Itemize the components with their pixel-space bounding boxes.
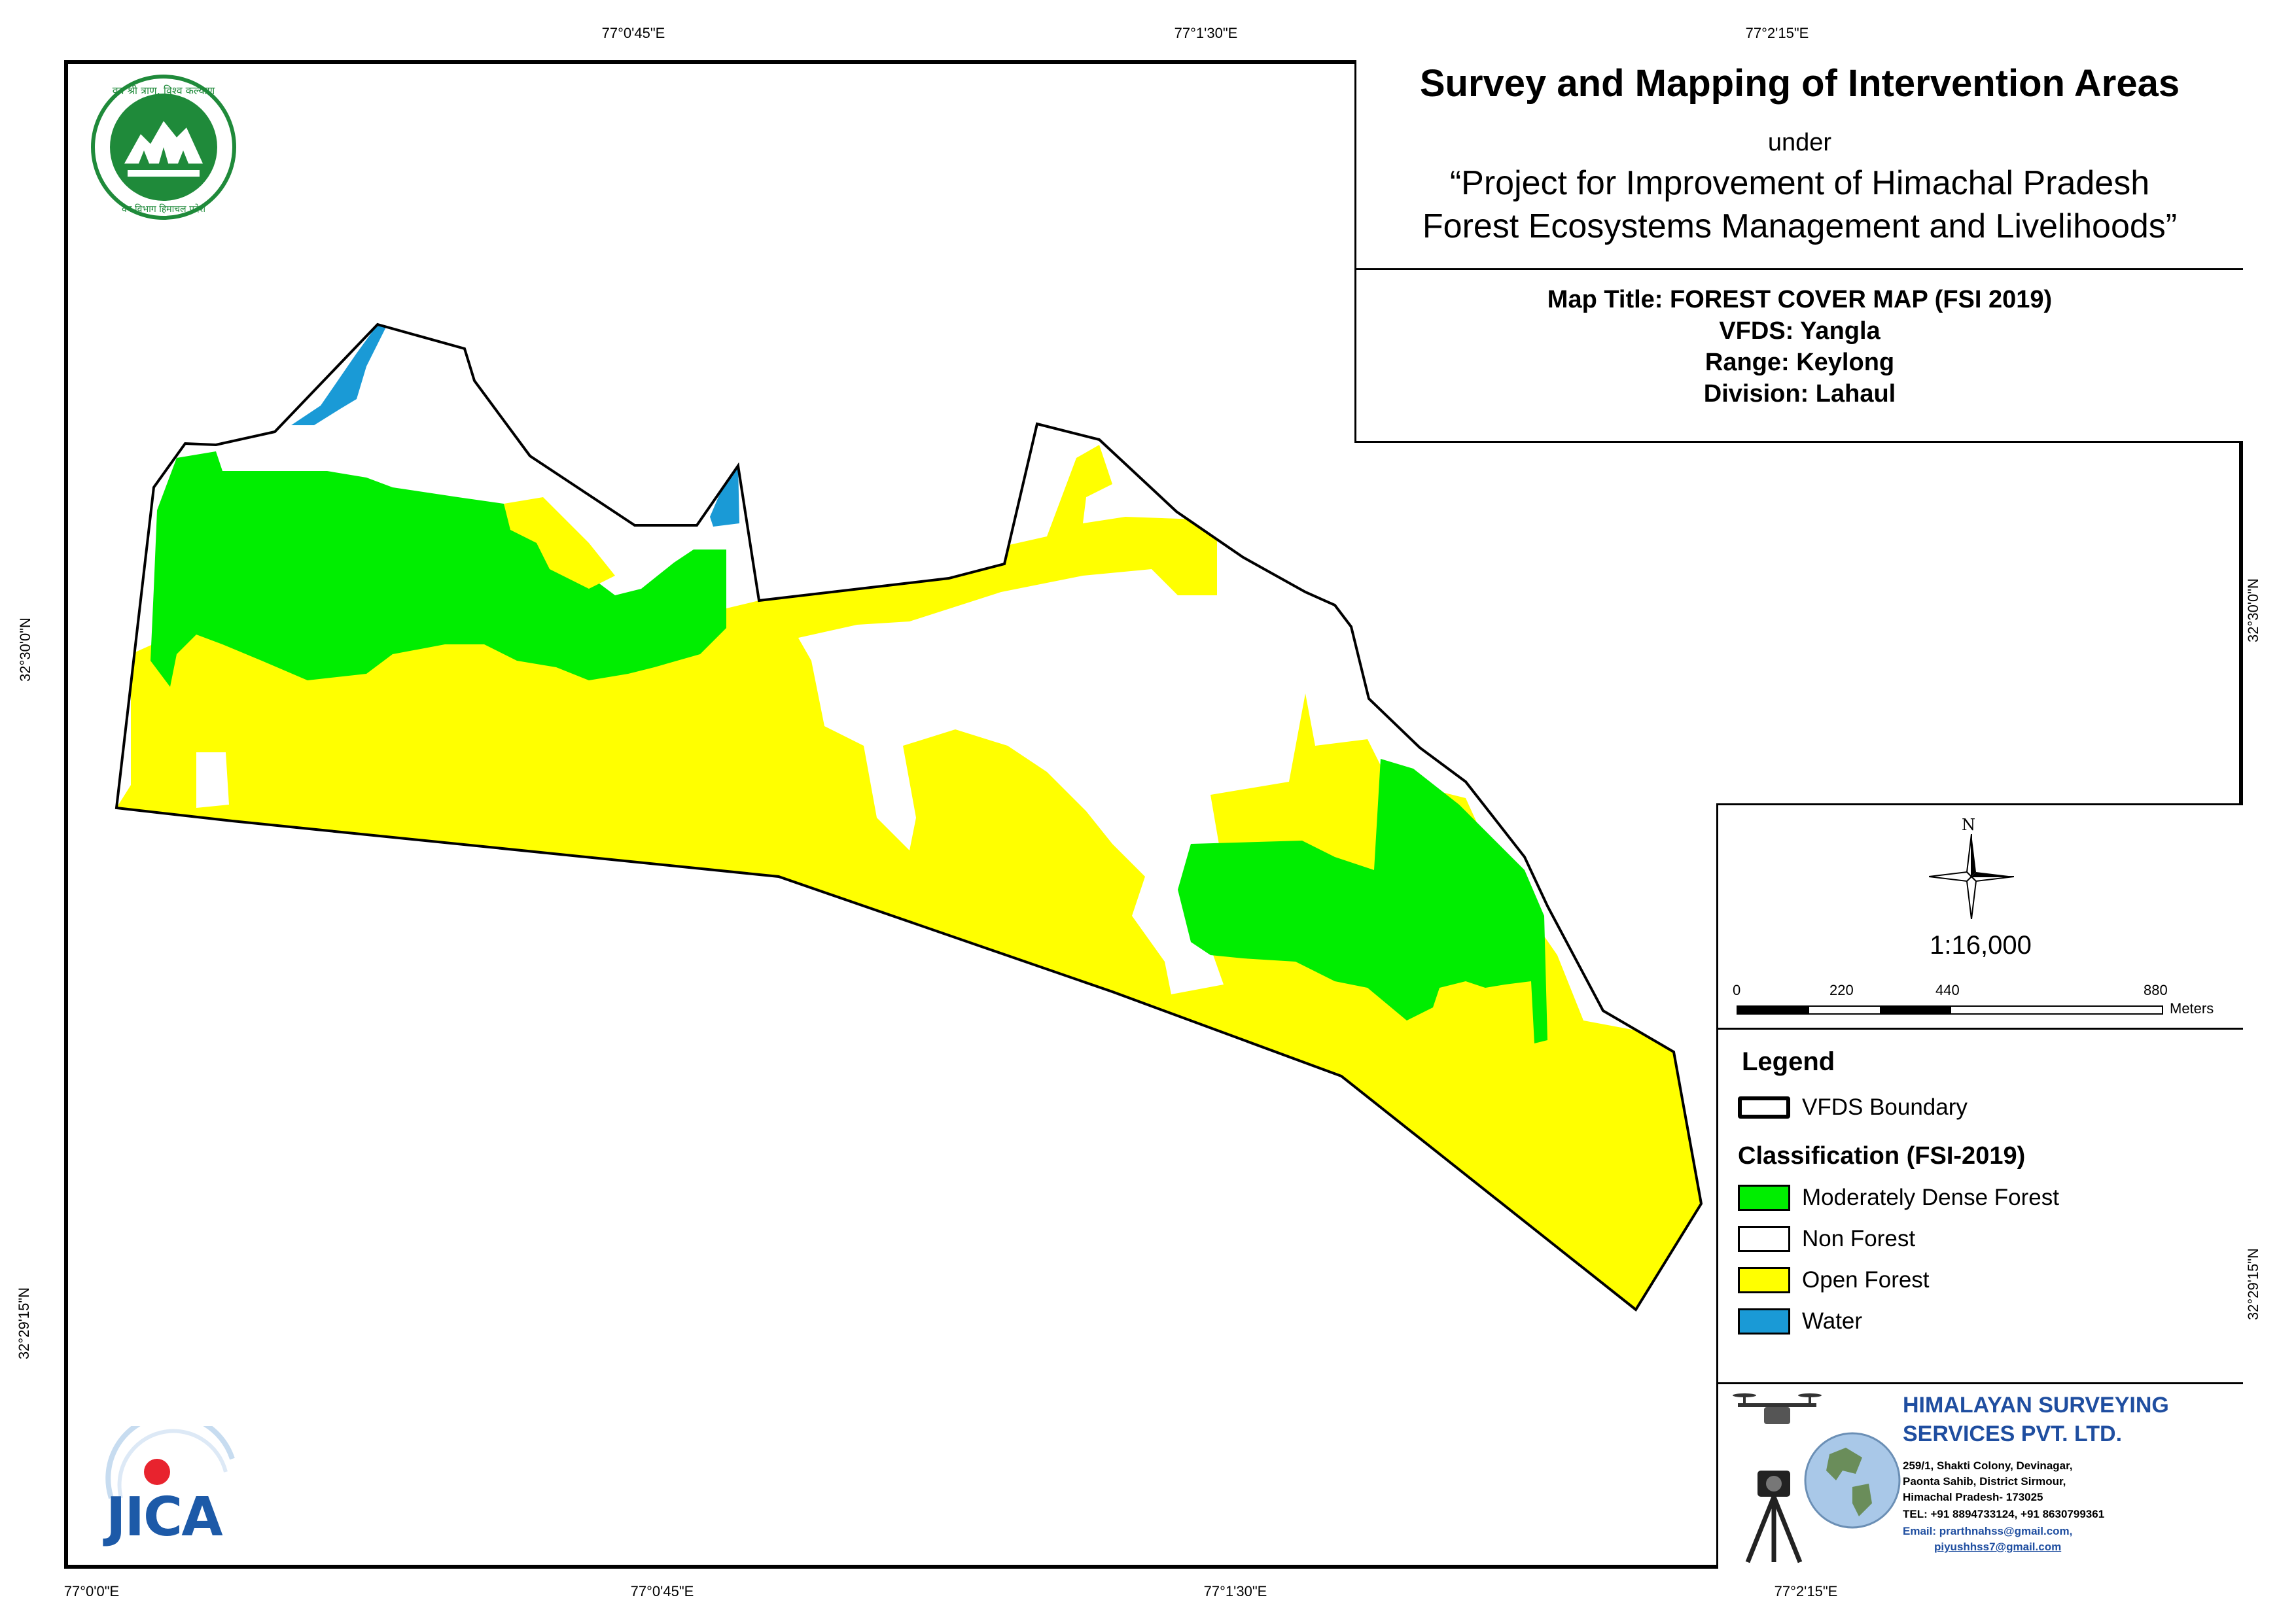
company-email-2[interactable]: piyushhss7@gmail.com bbox=[1934, 1541, 2062, 1553]
tick-top-3: 77°2'15"E bbox=[1745, 25, 1809, 41]
scale-label-0: 0 bbox=[1733, 982, 1741, 998]
main-title: Survey and Mapping of Intervention Areas bbox=[1419, 62, 2180, 105]
map-title: Map Title: FOREST COVER MAP (FSI 2019) bbox=[1547, 286, 2053, 313]
company-address-1: 259/1, Shakti Colony, Devinagar, bbox=[1903, 1459, 2073, 1472]
classification-title: Classification (FSI-2019) bbox=[1738, 1142, 2026, 1170]
tick-bottom-1: 77°0'0"E bbox=[63, 1583, 120, 1599]
company-email-1[interactable]: Email: prarthnahss@gmail.com, bbox=[1903, 1525, 2073, 1537]
company-address-2: Paonta Sahib, District Sirmour, bbox=[1903, 1475, 2066, 1488]
company-address-3: Himachal Pradesh- 173025 bbox=[1903, 1491, 2043, 1503]
open-forest-label: Open Forest bbox=[1802, 1267, 1930, 1293]
non-forest-label: Non Forest bbox=[1802, 1226, 1916, 1251]
scale-label-440: 440 bbox=[1935, 982, 1960, 998]
north-label: N bbox=[1962, 816, 1975, 834]
title-block: Survey and Mapping of Intervention Areas… bbox=[1354, 60, 2243, 443]
scale-ratio: 1:16,000 bbox=[1930, 931, 2032, 960]
range-name: Range: Keylong bbox=[1704, 349, 1895, 376]
water-area bbox=[710, 466, 739, 527]
scale-label-220: 220 bbox=[1829, 982, 1854, 998]
legend-title: Legend bbox=[1742, 1047, 1835, 1076]
scale-bar bbox=[1737, 1005, 2163, 1015]
legend-divider bbox=[1718, 1028, 2243, 1030]
company-divider bbox=[1718, 1382, 2243, 1384]
vfds-boundary-label: VFDS Boundary bbox=[1802, 1094, 1968, 1120]
moderately-dense-area-east bbox=[1178, 759, 1547, 1043]
tick-bottom-3: 77°1'30"E bbox=[1203, 1583, 1267, 1599]
vfds-boundary bbox=[115, 323, 1703, 1312]
tick-bottom-2: 77°0'45"E bbox=[630, 1583, 694, 1599]
svg-text:वन श्री त्राण, विश्व कल्याण: वन श्री त्राण, विश्व कल्याण bbox=[113, 84, 215, 97]
scale-unit: Meters bbox=[2170, 1000, 2214, 1017]
hp-forest-department-logo: वन श्री त्राण, विश्व कल्याण वन विभाग हिम… bbox=[91, 75, 236, 220]
svg-text:वन विभाग हिमाचल प्रदेश: वन विभाग हिमाचल प्रदेश bbox=[122, 203, 206, 215]
scale-label-880: 880 bbox=[2144, 982, 2168, 998]
vfds-name: VFDS: Yangla bbox=[1719, 317, 1881, 345]
tick-top-1: 77°0'45"E bbox=[601, 25, 665, 41]
north-arrow-icon bbox=[1929, 834, 2014, 919]
company-telephone: TEL: +91 8894733124, +91 8630799361 bbox=[1903, 1508, 2105, 1520]
project-title-line1: “Project for Improvement of Himachal Pra… bbox=[1449, 164, 2150, 202]
survey-equipment-globe-icon bbox=[1733, 1393, 1901, 1563]
title-divider bbox=[1356, 268, 2243, 270]
moderately-dense-label: Moderately Dense Forest bbox=[1802, 1185, 2059, 1210]
title-under: under bbox=[1767, 129, 1832, 156]
jica-wordmark: JICA bbox=[106, 1486, 223, 1548]
water-label: Water bbox=[1802, 1308, 1863, 1334]
tick-bottom-4: 77°2'15"E bbox=[1774, 1583, 1838, 1599]
moderately-dense-swatch bbox=[1738, 1185, 1790, 1211]
company-name-line1: HIMALAYAN SURVEYING bbox=[1903, 1393, 2169, 1418]
company-name-line2: SERVICES PVT. LTD. bbox=[1903, 1422, 2123, 1446]
open-forest-swatch bbox=[1738, 1267, 1790, 1293]
water-swatch bbox=[1738, 1308, 1790, 1335]
non-forest-swatch bbox=[1738, 1226, 1790, 1252]
water-area bbox=[291, 324, 386, 425]
map-info-panel: N 1:16,000 0 220 440 880 Meters Legend V… bbox=[1716, 803, 2243, 1569]
division-name: Division: Lahaul bbox=[1703, 380, 1896, 408]
jica-logo: JICA bbox=[92, 1412, 249, 1548]
tick-top-2: 77°1'30"E bbox=[1174, 25, 1238, 41]
moderately-dense-area bbox=[150, 451, 726, 687]
project-title-line2: Forest Ecosystems Management and Livelih… bbox=[1422, 207, 2178, 245]
vfds-boundary-swatch bbox=[1738, 1096, 1790, 1119]
open-forest-area bbox=[116, 445, 1701, 1310]
